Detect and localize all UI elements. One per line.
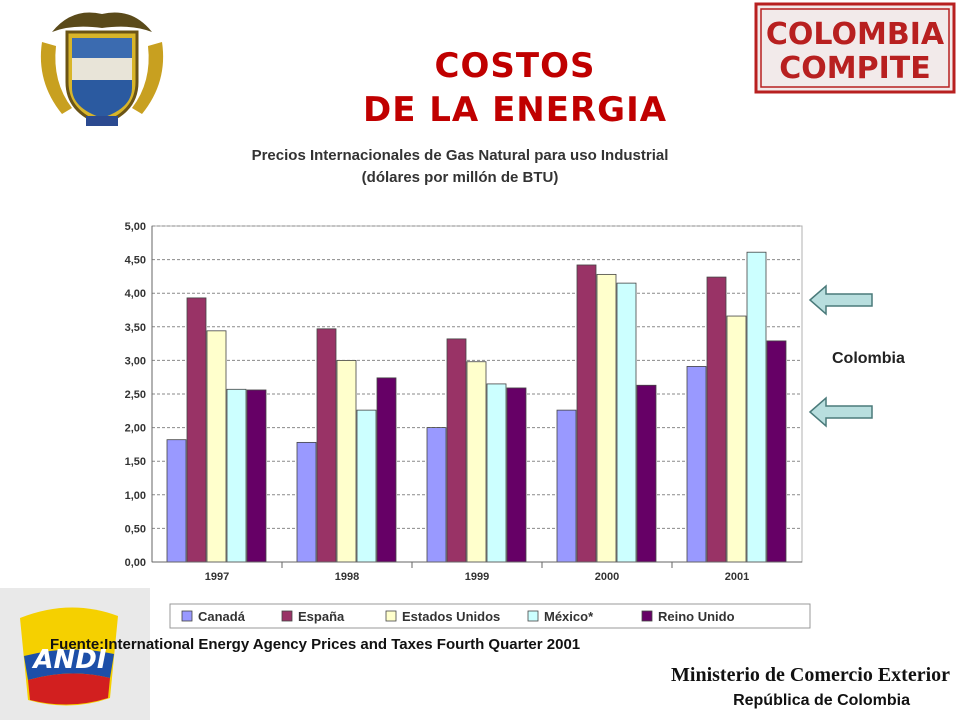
x-tick-label: 1998 [335,571,359,583]
y-tick-label: 2,50 [125,389,146,401]
legend-swatch [181,610,193,622]
bar [166,439,187,563]
bar [376,377,397,563]
y-tick-label: 4,00 [125,288,146,300]
bar [446,338,467,563]
y-tick-label: 3,50 [125,322,146,334]
bar [616,282,637,563]
bar [506,387,527,563]
bar [426,427,447,563]
y-tick-label: 2,00 [125,423,146,435]
x-tick-label: 2000 [595,571,619,583]
slide-title: COSTOS DE LA ENERGIA [300,44,730,132]
bar [186,297,207,563]
legend-swatch [281,610,293,622]
bar [706,276,727,563]
x-tick-label: 1999 [465,571,489,583]
arrow-left-icon [808,396,873,428]
legend-label: Estados Unidos [402,609,500,624]
bar [246,389,267,563]
gas-price-chart: Precios Internacionales de Gas Natural p… [125,147,811,629]
bar [576,264,597,563]
bar [486,383,507,563]
coat-of-arms-icon [40,12,164,126]
x-tick-label: 1997 [205,571,229,583]
andi-logo-icon: ANDI [0,588,150,720]
bar [206,330,227,563]
y-tick-label: 1,50 [125,456,146,468]
legend-label: Canadá [198,609,246,624]
legend-label: México* [544,609,594,624]
bar [336,359,357,563]
bar [636,384,657,563]
stamp-logo-icon: COLOMBIA COMPITE [754,2,956,94]
slide-title-line-1: COSTOS [434,46,596,86]
bar [726,315,747,563]
y-tick-label: 0,50 [125,523,146,535]
x-tick-label: 2001 [725,571,749,583]
bar [746,251,767,563]
y-tick-label: 4,50 [125,255,146,267]
bar [296,441,317,563]
y-tick-label: 5,00 [125,221,146,233]
legend-swatch [385,610,397,622]
bar [766,340,787,563]
legend-label: Reino Unido [658,609,735,624]
bar [686,366,707,563]
y-tick-label: 0,00 [125,557,146,569]
bar [466,361,487,563]
chart-title: Precios Internacionales de Gas Natural p… [252,147,669,164]
source-note: Fuente:International Energy Agency Price… [50,636,581,653]
stamp-line-1: COLOMBIA [766,17,945,52]
bar [316,328,337,563]
legend-swatch [641,610,653,622]
y-tick-label: 3,00 [125,355,146,367]
ministry-name: Ministerio de Comercio Exterior [671,664,950,686]
legend-swatch [527,610,539,622]
colombia-label: Colombia [832,350,905,367]
stamp-line-2: COMPITE [779,51,930,86]
legend-box [169,603,811,629]
legend-label: España [298,609,345,624]
arrow-left-icon [808,284,873,316]
republic-name: República de Colombia [733,692,910,709]
chart-subtitle: (dólares por millón de BTU) [362,169,559,186]
y-tick-label: 1,00 [125,490,146,502]
bar [356,409,377,563]
bar [226,388,247,563]
bar [556,409,577,563]
bar [596,273,617,563]
andi-logo-text: ANDI [31,645,106,675]
slide-title-line-2: DE LA ENERGIA [362,90,668,130]
